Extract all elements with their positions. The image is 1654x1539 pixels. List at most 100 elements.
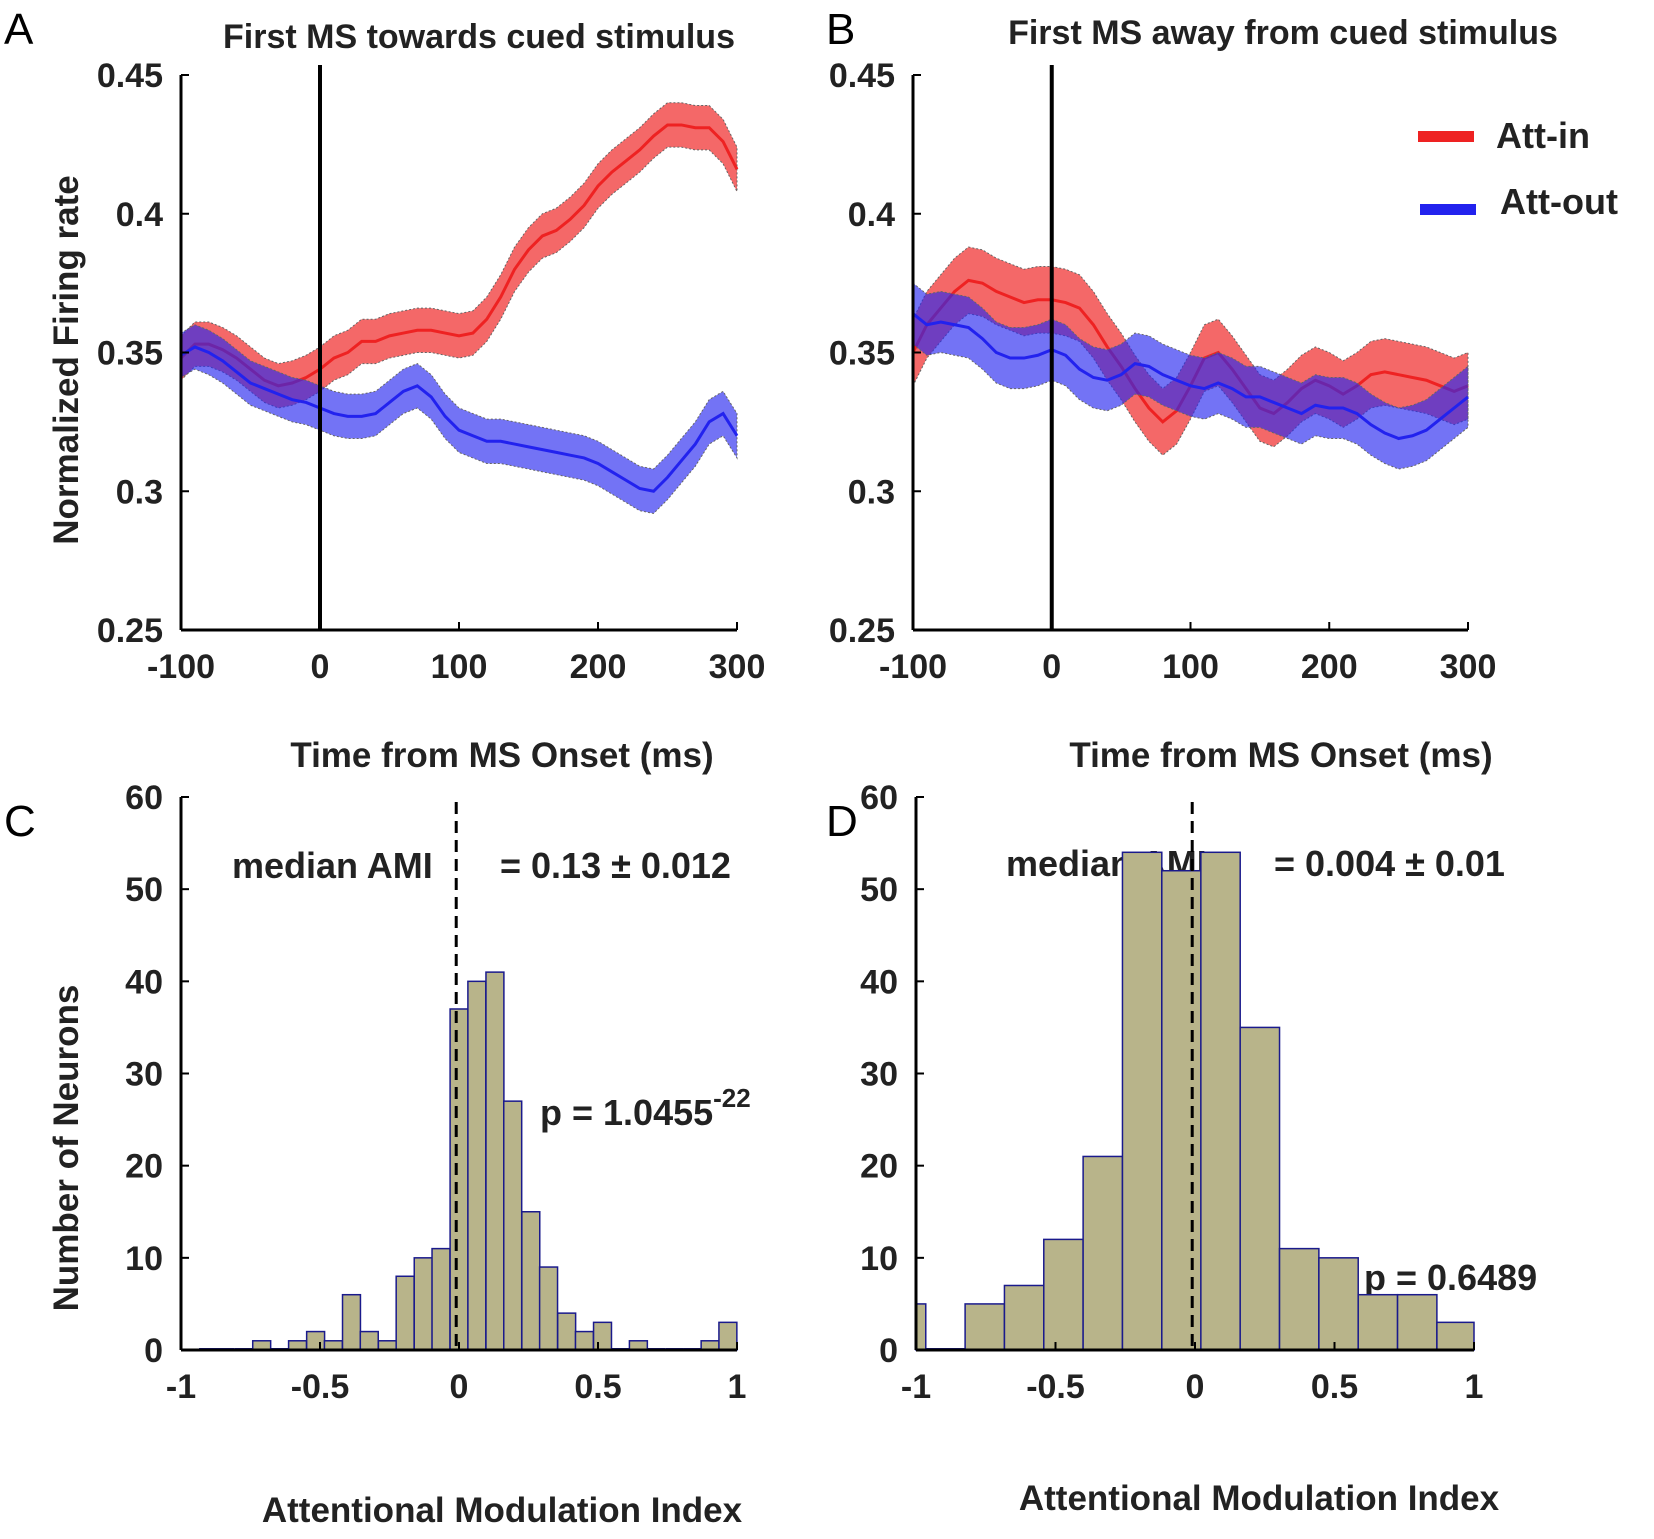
- panel-a-xlabel: Time from MS Onset (ms): [290, 736, 713, 775]
- panel-d-plot: -1 -0.5 0 0.5 1 60 50 40 30 20 10 0: [860, 779, 1483, 1406]
- panel-d-hist-bar: [1043, 1238, 1084, 1351]
- panel-b-xtick-label: 300: [1440, 648, 1497, 686]
- panel-c-ytick-label: 0: [144, 1332, 163, 1370]
- panel-c-hist-bar: [431, 1247, 451, 1351]
- panel-c-hist-bar: [592, 1321, 613, 1351]
- panel-c-hist-bar: [449, 1008, 469, 1351]
- panel-a-line-att-out: [180, 345, 739, 493]
- panel-d-ytick-label: 60: [860, 779, 898, 817]
- panel-c-xtick-label: -0.5: [291, 1368, 350, 1406]
- panel-c-hist-bar: [341, 1293, 362, 1351]
- panel-c-hist-bar: [485, 971, 505, 1351]
- panel-c-xtick-label: -1: [166, 1368, 196, 1406]
- panel-c-hist-bar: [538, 1266, 559, 1351]
- panel-d-hist-bar: [1318, 1257, 1359, 1351]
- panel-b-xtick-label: 0: [1042, 648, 1061, 686]
- panel-letter-d: D: [826, 797, 858, 846]
- panel-b-xtick-label: -100: [879, 648, 947, 686]
- panel-a-ytick-label: 0.45: [97, 57, 163, 95]
- panel-c-p-value: p = 1.0455-22: [540, 1083, 751, 1133]
- panel-c-hist-bar: [718, 1321, 738, 1351]
- panel-b-xtick-label: 100: [1162, 648, 1219, 686]
- panel-d-xtick-label: 1: [1465, 1368, 1484, 1406]
- panel-a-ytick-label: 0.4: [116, 196, 163, 234]
- panel-d-hist-bar: [1278, 1247, 1320, 1351]
- panel-c-hist-bar: [305, 1330, 326, 1351]
- panel-a-xtick-label: 200: [570, 648, 627, 686]
- panel-a-xtick-label: -100: [147, 648, 215, 686]
- panel-a-title: First MS towards cued stimulus: [223, 18, 735, 56]
- panel-a-ytick-label: 0.35: [97, 335, 163, 373]
- legend-label-att-in: Att-in: [1496, 115, 1590, 156]
- legend-label-att-out: Att-out: [1500, 181, 1618, 222]
- legend: Att-in Att-out: [1418, 115, 1618, 222]
- panel-c-xlabel: Attentional Modulation Index: [262, 1491, 743, 1530]
- panel-c-hist-bar: [467, 980, 487, 1351]
- panel-c-hist-bar: [359, 1330, 379, 1351]
- panel-d-xtick-label: -0.5: [1026, 1368, 1085, 1406]
- panel-c-hist-bar: [521, 1211, 541, 1351]
- panel-b-title: First MS away from cued stimulus: [1008, 14, 1558, 52]
- panel-c-p-base: p = 1.0455: [540, 1092, 713, 1133]
- panel-c-ytick-label: 10: [125, 1240, 163, 1278]
- panel-c-median-value: = 0.13 ± 0.012: [500, 845, 731, 886]
- panel-letter-a: A: [4, 5, 34, 54]
- panel-d-hist-bar: [1396, 1293, 1438, 1351]
- panel-d-ytick-label: 40: [860, 963, 898, 1001]
- panel-b-xlabel: Time from MS Onset (ms): [1069, 736, 1492, 775]
- panel-d-xlabel: Attentional Modulation Index: [1019, 1479, 1500, 1518]
- panel-d-hist-bar: [1239, 1026, 1281, 1351]
- panel-c-hist-bar: [395, 1275, 415, 1351]
- panel-a-band-att-out: [180, 324, 738, 514]
- panel-d-ytick-label: 10: [860, 1240, 898, 1278]
- panel-c-ytick-label: 30: [125, 1056, 163, 1094]
- panel-d-hist-bar: [1082, 1155, 1124, 1351]
- panel-a-plot: -100 0 100 200 300 0.45 0.4 0.35 0.3 0.25: [97, 57, 766, 686]
- panel-d-hist-bar: [1121, 851, 1163, 1351]
- panel-a-xtick-label: 0: [311, 648, 330, 686]
- legend-swatch-att-in: [1418, 131, 1474, 142]
- panel-a-xtick-label: 300: [709, 648, 766, 686]
- panel-a-ytick-label: 0.25: [97, 612, 163, 650]
- panel-a-band-att-in: [180, 102, 738, 409]
- panel-d-hist-bar: [1357, 1293, 1399, 1351]
- panel-c-ytick-label: 50: [125, 871, 163, 909]
- panel-c-hist-bar: [413, 1257, 433, 1351]
- panel-d-ytick-label: 30: [860, 1056, 898, 1094]
- panel-c-median-label: median AMI: [232, 845, 433, 886]
- panel-c-plot: -1 -0.5 0 0.5 1 60 50 40 30 20 10 0: [125, 779, 746, 1406]
- panel-d-p-value: p = 0.6489: [1364, 1257, 1537, 1298]
- panel-c-xtick-label: 0: [450, 1368, 469, 1406]
- panel-b-plot: -100 0 100 200 300 0.45 0.4 0.35 0.3 0.25: [829, 57, 1497, 686]
- panel-d-xtick-label: -1: [901, 1368, 931, 1406]
- panel-b-line-att-out: [912, 312, 1469, 441]
- panel-b-xtick-label: 200: [1301, 648, 1358, 686]
- panel-d-hist-bar: [964, 1303, 1006, 1351]
- panel-d-xtick-label: 0: [1186, 1368, 1205, 1406]
- panel-d-median-value: = 0.004 ± 0.01: [1274, 843, 1505, 884]
- panel-c-ytick-label: 60: [125, 779, 163, 817]
- panel-d-hist-bar: [1003, 1284, 1045, 1351]
- panel-c-hist-bar: [556, 1312, 577, 1351]
- panel-c-ytick-label: 40: [125, 963, 163, 1001]
- panel-a-ytick-label: 0.3: [116, 473, 163, 511]
- panel-b-ytick-label: 0.3: [848, 473, 895, 511]
- panel-letter-c: C: [4, 797, 36, 846]
- panel-b-ytick-label: 0.45: [829, 57, 895, 95]
- panel-d-hist-bar: [1200, 851, 1241, 1351]
- panel-d-hist-bar: [1436, 1321, 1475, 1351]
- panel-d-ytick-label: 0: [879, 1332, 898, 1370]
- panel-c-ylabel: Number of Neurons: [47, 985, 86, 1312]
- panel-b-ytick-label: 0.4: [848, 196, 895, 234]
- panel-a-xtick-label: 100: [431, 648, 488, 686]
- panel-c-xtick-label: 1: [728, 1368, 747, 1406]
- panel-letter-b: B: [826, 5, 855, 54]
- panel-d-xtick-label: 0.5: [1311, 1368, 1358, 1406]
- panel-c-hist-bar: [574, 1330, 595, 1351]
- panel-a-ylabel: Normalized Firing rate: [47, 175, 86, 545]
- panel-d-ytick-label: 20: [860, 1148, 898, 1186]
- panel-c-hist-bar: [503, 1100, 523, 1351]
- panel-c-ytick-label: 20: [125, 1148, 163, 1186]
- panel-c-xtick-label: 0.5: [574, 1368, 621, 1406]
